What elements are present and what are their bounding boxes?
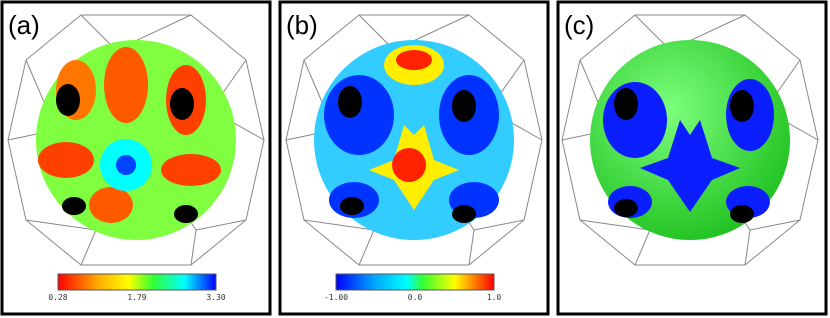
colorbar-tick: 0.0 bbox=[408, 293, 423, 302]
panel-c: (c) bbox=[556, 0, 828, 316]
panel-label: (b) bbox=[286, 10, 318, 40]
colorbar bbox=[57, 273, 217, 291]
colorbar bbox=[335, 273, 495, 291]
colorbar-tick: 1.79 bbox=[127, 293, 146, 302]
colorbar-tick: 1.0 bbox=[487, 293, 502, 302]
panel-b: (b) -1.00 0.0 1.0 bbox=[278, 0, 550, 316]
colorbar-tick: 3.30 bbox=[206, 293, 225, 302]
colorbar-tick: 0.28 bbox=[48, 293, 67, 302]
panel-a: (a) 0.28 1.79 3.30 bbox=[0, 0, 272, 316]
panel-label: (a) bbox=[8, 10, 40, 40]
panel-label: (c) bbox=[564, 10, 594, 40]
colorbar-tick: -1.00 bbox=[324, 293, 348, 302]
